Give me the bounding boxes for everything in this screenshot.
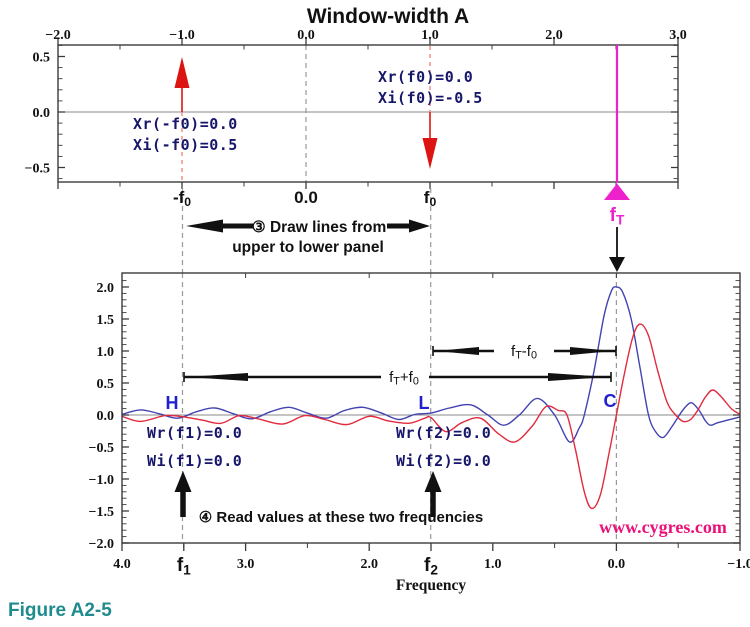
neg-f0-arrow xyxy=(174,57,190,183)
xi-neg-label: Xi(-f0)=0.5 xyxy=(133,136,238,154)
c-point-label: C xyxy=(604,391,617,411)
y-tick-label: −0.5 xyxy=(25,162,50,177)
x-tick-label: 0.0 xyxy=(297,28,315,43)
down-arrowhead-icon xyxy=(422,138,438,169)
y-tick-label: 1.0 xyxy=(97,345,115,360)
step3-left-arrow xyxy=(186,219,253,233)
xr-pos-label: Xr(f0)=0.0 xyxy=(378,68,473,86)
l-point-label: L xyxy=(419,393,430,413)
ft-plus-f0-arrow: fT​+f0​ xyxy=(183,369,612,388)
figure-caption: Figure A2-5 xyxy=(8,600,112,621)
between-panels: -f0​ 0.0 f0​ fT​ ③ Draw lines from upper… xyxy=(173,183,630,273)
wr-f2-label: Wr(f2)=0.0 xyxy=(396,424,491,442)
bottom-x-axis-labels: 4.0 3.0 2.0 1.0 0.0 −1.0 f1​ f2​ xyxy=(113,555,750,577)
x-tick-label: 2.0 xyxy=(360,557,378,572)
spectrum-curves xyxy=(121,286,741,510)
right-arrowhead-icon xyxy=(570,347,613,355)
step3-right-arrow xyxy=(387,219,430,233)
top-x-axis-labels: −2.0 −1.0 0.0 1.0 2.0 3.0 xyxy=(45,28,686,43)
y-tick-label: 0.0 xyxy=(33,106,51,121)
freq-mark-label: f1​ xyxy=(177,555,191,577)
step4-text: ④ Read values at these two frequencies xyxy=(199,509,483,526)
pos-f0-arrow xyxy=(422,46,438,169)
top-y-axis-labels: 0.5 0.0 −0.5 xyxy=(25,51,50,177)
curve-Wi xyxy=(121,323,741,510)
left-arrowhead-icon xyxy=(186,219,223,233)
x-tick-label: 3.0 xyxy=(237,557,255,572)
right-arrowhead-icon xyxy=(409,219,430,233)
up-arrowhead-icon xyxy=(424,471,442,492)
y-tick-label: 0.5 xyxy=(97,377,115,392)
x-tick-label: 1.0 xyxy=(484,557,502,572)
wi-f1-label: Wi(f1)=0.0 xyxy=(147,452,242,470)
ft-minus-f0-arrow: fT​-f0​ xyxy=(432,343,617,362)
up-arrowhead-icon xyxy=(174,471,192,492)
left-arrowhead-icon xyxy=(187,373,248,381)
x-tick-label: −2.0 xyxy=(45,28,70,43)
y-tick-label: −1.5 xyxy=(89,505,114,520)
xi-pos-label: Xi(f0)=-0.5 xyxy=(378,89,483,107)
ft-minus-f0-label: fT​-f0​ xyxy=(511,343,537,362)
ft-plus-f0-label: fT​+f0​ xyxy=(389,369,419,388)
ft-label: fT​ xyxy=(610,205,625,227)
ft-pointer-arrowhead-icon xyxy=(609,257,625,272)
pos-f0-axis-label: f0​ xyxy=(424,188,437,209)
y-tick-label: −1.0 xyxy=(89,473,114,488)
step4-arrow-f2 xyxy=(424,471,442,517)
bottom-panel: 4.0 3.0 2.0 1.0 0.0 −1.0 f1​ f2​ 2.0 1.5 1.0 0.5 0.… xyxy=(89,272,750,577)
zero-axis-label: 0.0 xyxy=(294,188,318,207)
x-tick-label: 1.0 xyxy=(421,28,439,43)
y-tick-label: −0.5 xyxy=(89,441,114,456)
x-tick-label: 3.0 xyxy=(669,28,687,43)
bottom-panel-ticks xyxy=(121,273,741,551)
x-tick-label: 0.0 xyxy=(608,557,626,572)
x-tick-label: −1.0 xyxy=(169,28,194,43)
step4-arrow-f1 xyxy=(174,471,192,517)
wr-f1-label: Wr(f1)=0.0 xyxy=(147,424,242,442)
x-tick-label: −1.0 xyxy=(727,557,750,572)
x-tick-label: 2.0 xyxy=(545,28,563,43)
left-arrowhead-icon xyxy=(436,347,479,355)
step3-text-line2: upper to lower panel xyxy=(232,239,384,256)
y-tick-label: 2.0 xyxy=(97,281,115,296)
top-panel-border xyxy=(57,44,679,183)
page-title: Window-width A xyxy=(307,5,469,28)
up-arrowhead-icon xyxy=(174,57,190,88)
y-tick-label: 0.0 xyxy=(97,409,115,424)
step3-text-line1: ③ Draw lines from xyxy=(252,219,386,236)
y-tick-label: 1.5 xyxy=(97,313,115,328)
h-point-label: H xyxy=(166,393,179,413)
ft-triangle-icon xyxy=(604,183,630,200)
neg-f0-axis-label: -f0​ xyxy=(173,188,191,209)
bottom-y-axis-labels: 2.0 1.5 1.0 0.5 0.0 −0.5 −1.0 −1.5 −2.0 xyxy=(89,281,114,552)
y-tick-label: 0.5 xyxy=(33,51,51,66)
right-arrowhead-icon xyxy=(548,373,608,381)
top-panel-ticks xyxy=(57,38,679,189)
y-tick-label: −2.0 xyxy=(89,537,114,552)
curve-Wr xyxy=(121,286,741,443)
xr-neg-label: Xr(-f0)=0.0 xyxy=(133,115,238,133)
x-axis-title: Frequency xyxy=(396,577,467,594)
freq-mark-label: f2​ xyxy=(424,555,438,577)
wi-f2-label: Wi(f2)=0.0 xyxy=(396,452,491,470)
watermark-text[interactable]: www.cygres.com xyxy=(599,517,727,537)
x-tick-label: 4.0 xyxy=(113,557,131,572)
top-panel: −2.0 −1.0 0.0 1.0 2.0 3.0 0.5 0.0 −0.5 Xr(-f0)=… xyxy=(25,28,687,189)
